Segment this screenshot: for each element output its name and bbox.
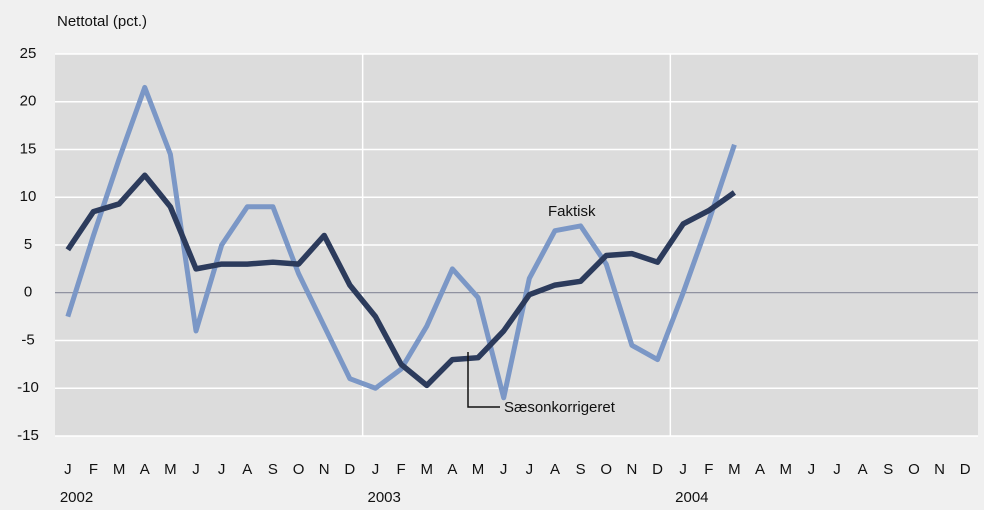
x-tick-label: M [421, 461, 434, 478]
year-label: 2004 [675, 489, 708, 506]
x-tick-label: N [319, 461, 330, 478]
x-tick-label: S [883, 461, 893, 478]
y-tick-label: -15 [17, 427, 39, 444]
x-tick-label: O [293, 461, 305, 478]
x-tick-label: A [447, 461, 457, 478]
x-tick-label: M [779, 461, 792, 478]
x-tick-label: M [164, 461, 177, 478]
x-tick-label: M [472, 461, 485, 478]
x-tick-label: J [64, 461, 72, 478]
x-tick-label: A [858, 461, 868, 478]
x-tick-label: J [526, 461, 534, 478]
y-tick-label: -10 [17, 379, 39, 396]
x-tick-label: F [704, 461, 713, 478]
year-label: 2002 [60, 489, 93, 506]
x-tick-label: M [728, 461, 741, 478]
x-tick-label: F [89, 461, 98, 478]
series-line [65, 172, 737, 389]
y-tick-label: 15 [20, 140, 37, 157]
series-label: Sæsonkorrigeret [504, 399, 616, 416]
x-tick-label: J [679, 461, 687, 478]
x-tick-label: D [960, 461, 971, 478]
x-tick-label: A [755, 461, 765, 478]
x-tick-label: F [397, 461, 406, 478]
y-tick-label: -5 [21, 331, 34, 348]
x-tick-label: J [808, 461, 816, 478]
x-tick-label: O [908, 461, 920, 478]
y-tick-label: 10 [20, 188, 37, 205]
x-tick-label: S [576, 461, 586, 478]
year-label: 2003 [367, 489, 400, 506]
y-tick-label: 20 [20, 93, 37, 110]
x-tick-label: N [626, 461, 637, 478]
x-tick-label: J [833, 461, 841, 478]
x-tick-label: J [500, 461, 508, 478]
x-tick-label: J [218, 461, 226, 478]
x-tick-label: O [600, 461, 612, 478]
x-tick-label: J [372, 461, 380, 478]
x-tick-label: D [652, 461, 663, 478]
x-tick-label: J [192, 461, 200, 478]
series-line [65, 84, 737, 401]
x-tick-label: A [550, 461, 560, 478]
leader-line [467, 352, 500, 408]
y-tick-label: 0 [24, 284, 32, 301]
x-tick-label: A [140, 461, 150, 478]
x-tick-label: M [113, 461, 126, 478]
x-tick-label: D [344, 461, 355, 478]
y-tick-label: 25 [20, 45, 37, 62]
y-axis-label: Nettotal (pct.) [57, 13, 147, 30]
y-tick-label: 5 [24, 236, 32, 253]
x-tick-label: S [268, 461, 278, 478]
x-tick-label: A [242, 461, 252, 478]
x-tick-label: N [934, 461, 945, 478]
series-label: Faktisk [548, 203, 596, 220]
